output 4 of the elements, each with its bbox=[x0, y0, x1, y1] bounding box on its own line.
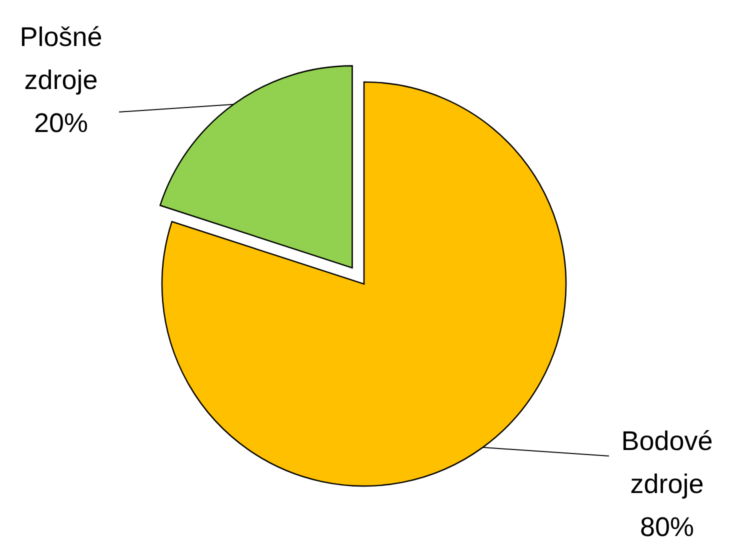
data-label: 20% bbox=[34, 108, 88, 138]
slice-label: Plošné zdroje bbox=[20, 22, 102, 96]
data-label: 80% bbox=[640, 512, 694, 542]
slice-label: Bodové zdroje bbox=[621, 426, 713, 500]
